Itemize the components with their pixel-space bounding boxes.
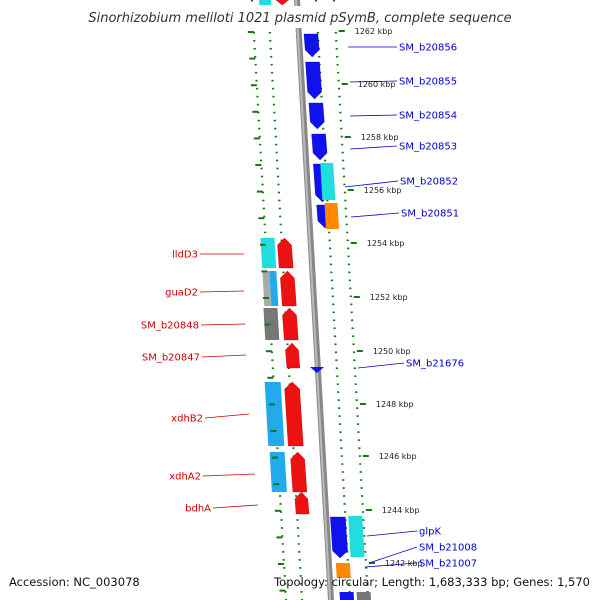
- tick-label: 1252 kbp: [370, 293, 408, 302]
- reverse-gene: [303, 33, 320, 58]
- label-connector: [368, 546, 418, 564]
- gene-label-guad2[interactable]: guaD2: [165, 288, 198, 299]
- tick-label: 1246 kbp: [379, 452, 417, 461]
- gene-label-xdhb2[interactable]: xdhB2: [171, 414, 203, 425]
- reverse-gene: [330, 516, 348, 559]
- gray-feature: [356, 592, 371, 600]
- gene-label-sm_b21008[interactable]: SM_b21008: [419, 543, 477, 554]
- gene-label-xdha2[interactable]: xdhA2: [169, 472, 201, 483]
- genome-backbone-highlight: [295, 0, 331, 600]
- dotted-track-right-outer: [332, 0, 370, 600]
- gene-label-bdha[interactable]: bdhA: [185, 504, 211, 515]
- gene-labels: SM_b20856 SM_b20855 SM_b20854 SM_b20853 SM_b…: [141, 43, 477, 570]
- forward-gene: [280, 270, 297, 307]
- rna-feature: [260, 238, 277, 268]
- label-connector: [349, 114, 398, 117]
- gene-label-sm_b20856[interactable]: SM_b20856: [399, 43, 457, 54]
- accession-text: Accession: NC_003078: [9, 575, 140, 589]
- forward-gene: [282, 307, 299, 341]
- label-connector: [357, 362, 405, 369]
- forward-gene: [285, 342, 301, 369]
- gene-label-sm_b21676[interactable]: SM_b21676: [406, 359, 464, 370]
- rna-feature: [269, 271, 279, 306]
- forward-gene: [294, 491, 310, 515]
- title-background: [0, 6, 600, 28]
- gene-label-sm_b21007[interactable]: SM_b21007: [419, 559, 477, 570]
- label-connector: [200, 323, 246, 326]
- reverse-gene: [308, 102, 325, 130]
- gene-label-lldd3[interactable]: lldD3: [172, 250, 198, 261]
- label-connector: [202, 473, 256, 477]
- gene-label-sm_b20848[interactable]: SM_b20848: [141, 321, 199, 332]
- tick-label: 1256 kbp: [364, 186, 402, 195]
- label-connector: [364, 562, 418, 568]
- tick-label: 1260 kbp: [358, 80, 396, 89]
- tick-label: 1244 kbp: [382, 506, 420, 515]
- tick-labels: 1262 kbp 1260 kbp 1258 kbp 1256 kbp 1254 kbp…: [247, 27, 423, 592]
- forward-gene: [290, 451, 308, 493]
- label-connector: [366, 530, 418, 537]
- map-title: Sinorhizobium meliloti 1021 plasmid pSym…: [88, 11, 511, 26]
- gene-label-glpk[interactable]: glpK: [419, 527, 441, 538]
- gene-feature: [275, 0, 289, 6]
- gene-label-sm_b20854[interactable]: SM_b20854: [399, 111, 457, 122]
- tick-label: 1254 kbp: [367, 239, 405, 248]
- reverse-gene: [339, 592, 354, 600]
- tick-label: 1242 kbp: [385, 559, 423, 568]
- label-connector: [350, 212, 400, 218]
- reverse-gene-small: [310, 367, 324, 373]
- tick-label: 1248 kbp: [376, 400, 414, 409]
- rna-feature: [259, 0, 272, 5]
- rna-feature: [320, 163, 336, 200]
- summary-text: Topology: circular; Length: 1,683,333 bp…: [273, 575, 590, 589]
- forward-gene: [277, 237, 294, 269]
- label-connector: [212, 504, 259, 509]
- gene-label-sm_b20853[interactable]: SM_b20853: [399, 142, 457, 153]
- gray-feature: [263, 308, 280, 340]
- label-connector: [204, 413, 250, 419]
- label-connector: [344, 180, 399, 188]
- gene-label-sm_b20852[interactable]: SM_b20852: [400, 177, 458, 188]
- label-connector: [349, 145, 398, 150]
- rna-feature: [264, 382, 285, 446]
- tick-label: 1258 kbp: [361, 133, 399, 142]
- rna-feature: [269, 452, 287, 492]
- gene-label-sm_b20851[interactable]: SM_b20851: [401, 209, 459, 220]
- tick-label: 1262 kbp: [355, 27, 393, 36]
- reverse-gene: [311, 133, 328, 161]
- reverse-gene: [305, 61, 322, 100]
- label-connector: [349, 80, 398, 83]
- feature-tracks: [259, 0, 371, 600]
- label-connector: [201, 354, 247, 358]
- orange-feature: [324, 203, 339, 229]
- gene-label-sm_b20855[interactable]: SM_b20855: [399, 77, 457, 88]
- orange-feature: [335, 563, 351, 578]
- gene-label-sm_b20847[interactable]: SM_b20847: [142, 353, 200, 364]
- forward-gene: [284, 381, 304, 447]
- label-connector: [199, 290, 245, 293]
- tick-label: 1250 kbp: [373, 347, 411, 356]
- rna-feature: [348, 516, 365, 557]
